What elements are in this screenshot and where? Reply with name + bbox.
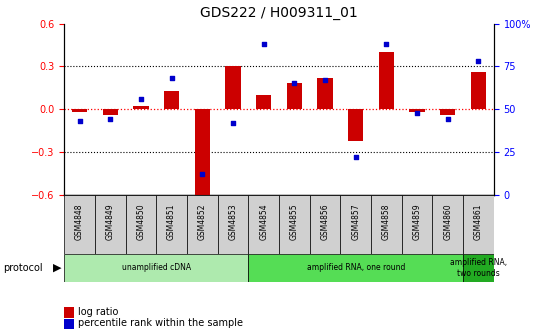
Text: GSM4860: GSM4860 [443,203,453,240]
Point [105,117,115,122]
Bar [348,109,363,141]
Text: amplified RNA,
two rounds: amplified RNA, two rounds [450,258,507,278]
Text: GSM4854: GSM4854 [259,203,268,240]
Text: GSM4848: GSM4848 [75,203,84,240]
Bar [340,195,371,254]
Bar [463,254,494,282]
Point [320,77,329,83]
Bar [126,195,156,254]
Text: ▶: ▶ [53,263,61,273]
Text: unamplified cDNA: unamplified cDNA [122,263,191,272]
Bar [72,109,87,112]
Text: GSM4851: GSM4851 [167,203,176,240]
Text: GSM4859: GSM4859 [412,203,422,240]
Text: protocol: protocol [3,263,42,273]
Bar [318,78,333,109]
Text: GSM4857: GSM4857 [351,203,360,240]
Point [351,155,360,160]
Bar [279,195,310,254]
Bar [156,195,187,254]
Text: GSM4855: GSM4855 [290,203,299,240]
Point [136,96,145,101]
Point [228,120,237,126]
Point [75,119,84,124]
Bar [371,195,402,254]
Bar [64,254,248,282]
Bar [410,109,425,112]
Text: log ratio: log ratio [78,307,118,317]
Bar [64,195,95,254]
Point [290,81,299,86]
Point [167,76,176,81]
Text: GSM4858: GSM4858 [382,203,391,240]
Point [474,58,483,64]
Bar [195,109,210,198]
Bar [248,195,279,254]
Bar [287,84,302,109]
Bar [133,107,148,109]
Text: GSM4849: GSM4849 [105,203,115,240]
Bar [248,254,463,282]
Bar [164,91,179,109]
Text: amplified RNA, one round: amplified RNA, one round [306,263,405,272]
Bar [103,109,118,115]
Point [259,41,268,47]
Bar [225,67,240,109]
Text: GSM4856: GSM4856 [320,203,330,240]
Bar [463,195,494,254]
Text: GSM4853: GSM4853 [228,203,238,240]
Bar [402,195,432,254]
Point [412,110,421,115]
Text: GSM4861: GSM4861 [474,203,483,240]
Text: GSM4850: GSM4850 [136,203,146,240]
Title: GDS222 / H009311_01: GDS222 / H009311_01 [200,6,358,20]
Bar [432,195,463,254]
Bar [256,95,271,109]
Text: GSM4852: GSM4852 [198,203,207,240]
Point [382,41,391,47]
Bar [187,195,218,254]
Bar [379,52,394,109]
Bar [310,195,340,254]
Bar [218,195,248,254]
Point [198,172,206,177]
Bar [440,109,455,115]
Bar [471,72,486,109]
Point [443,117,452,122]
Text: percentile rank within the sample: percentile rank within the sample [78,318,243,328]
Bar [95,195,126,254]
